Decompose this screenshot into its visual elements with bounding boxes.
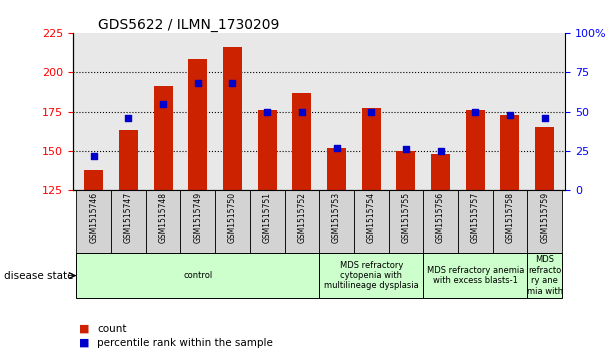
Text: GSM1515757: GSM1515757 (471, 192, 480, 244)
Bar (77, 253, 319, 298)
Text: ■: ■ (79, 338, 89, 348)
Text: ■: ■ (79, 323, 89, 334)
Text: GSM1515751: GSM1515751 (263, 192, 272, 243)
Bar (527, 253, 562, 298)
Bar (215, 191, 250, 253)
Bar (535, 127, 554, 191)
Bar (423, 253, 527, 298)
Text: GSM1515754: GSM1515754 (367, 192, 376, 244)
Point (89, 153, 98, 159)
Bar (111, 191, 146, 253)
Bar (492, 191, 527, 253)
Bar (181, 191, 215, 253)
Text: percentile rank within the sample: percentile rank within the sample (97, 338, 273, 348)
Text: GSM1515748: GSM1515748 (159, 192, 168, 243)
Text: GSM1515747: GSM1515747 (124, 192, 133, 244)
Text: MDS refractory
cytopenia with
multilineage dysplasia: MDS refractory cytopenia with multilinea… (324, 261, 418, 290)
Point (540, 115, 550, 121)
Bar (396, 151, 415, 191)
Text: disease state: disease state (4, 270, 74, 281)
Text: GDS5622 / ILMN_1730209: GDS5622 / ILMN_1730209 (97, 18, 279, 32)
Text: GSM1515746: GSM1515746 (89, 192, 98, 244)
Text: count: count (97, 323, 127, 334)
Bar (500, 115, 519, 191)
Bar (292, 93, 311, 191)
Bar (285, 191, 319, 253)
Point (193, 80, 202, 86)
Point (401, 147, 411, 152)
Bar (527, 191, 562, 253)
Point (123, 115, 133, 121)
Bar (389, 191, 423, 253)
Text: GSM1515749: GSM1515749 (193, 192, 202, 244)
Text: GSM1515750: GSM1515750 (228, 192, 237, 244)
Text: GSM1515755: GSM1515755 (401, 192, 410, 244)
Bar (354, 191, 389, 253)
Bar (250, 191, 285, 253)
Bar (154, 86, 173, 191)
Text: GSM1515758: GSM1515758 (505, 192, 514, 243)
Bar (119, 130, 138, 191)
Bar (423, 191, 458, 253)
Bar (146, 191, 181, 253)
Point (332, 145, 342, 151)
Text: MDS
refracto
ry ane
mia with: MDS refracto ry ane mia with (527, 256, 562, 296)
Bar (466, 110, 485, 191)
Bar (362, 109, 381, 191)
Bar (327, 148, 346, 191)
Point (227, 80, 237, 86)
Point (297, 109, 306, 114)
Point (262, 109, 272, 114)
Text: MDS refractory anemia
with excess blasts-1: MDS refractory anemia with excess blasts… (427, 266, 524, 285)
Bar (77, 191, 111, 253)
Text: GSM1515756: GSM1515756 (436, 192, 445, 244)
Point (436, 148, 446, 154)
Bar (319, 191, 354, 253)
Point (158, 101, 168, 107)
Text: control: control (183, 271, 212, 280)
Text: GSM1515752: GSM1515752 (297, 192, 306, 243)
Text: GSM1515759: GSM1515759 (540, 192, 549, 244)
Bar (258, 110, 277, 191)
Bar (223, 47, 242, 191)
Bar (85, 170, 103, 191)
Bar (188, 60, 207, 191)
Bar (458, 191, 492, 253)
Text: GSM1515753: GSM1515753 (332, 192, 341, 244)
Point (367, 109, 376, 114)
Bar (319, 253, 423, 298)
Point (471, 109, 480, 114)
Point (505, 112, 515, 118)
Bar (431, 154, 450, 191)
